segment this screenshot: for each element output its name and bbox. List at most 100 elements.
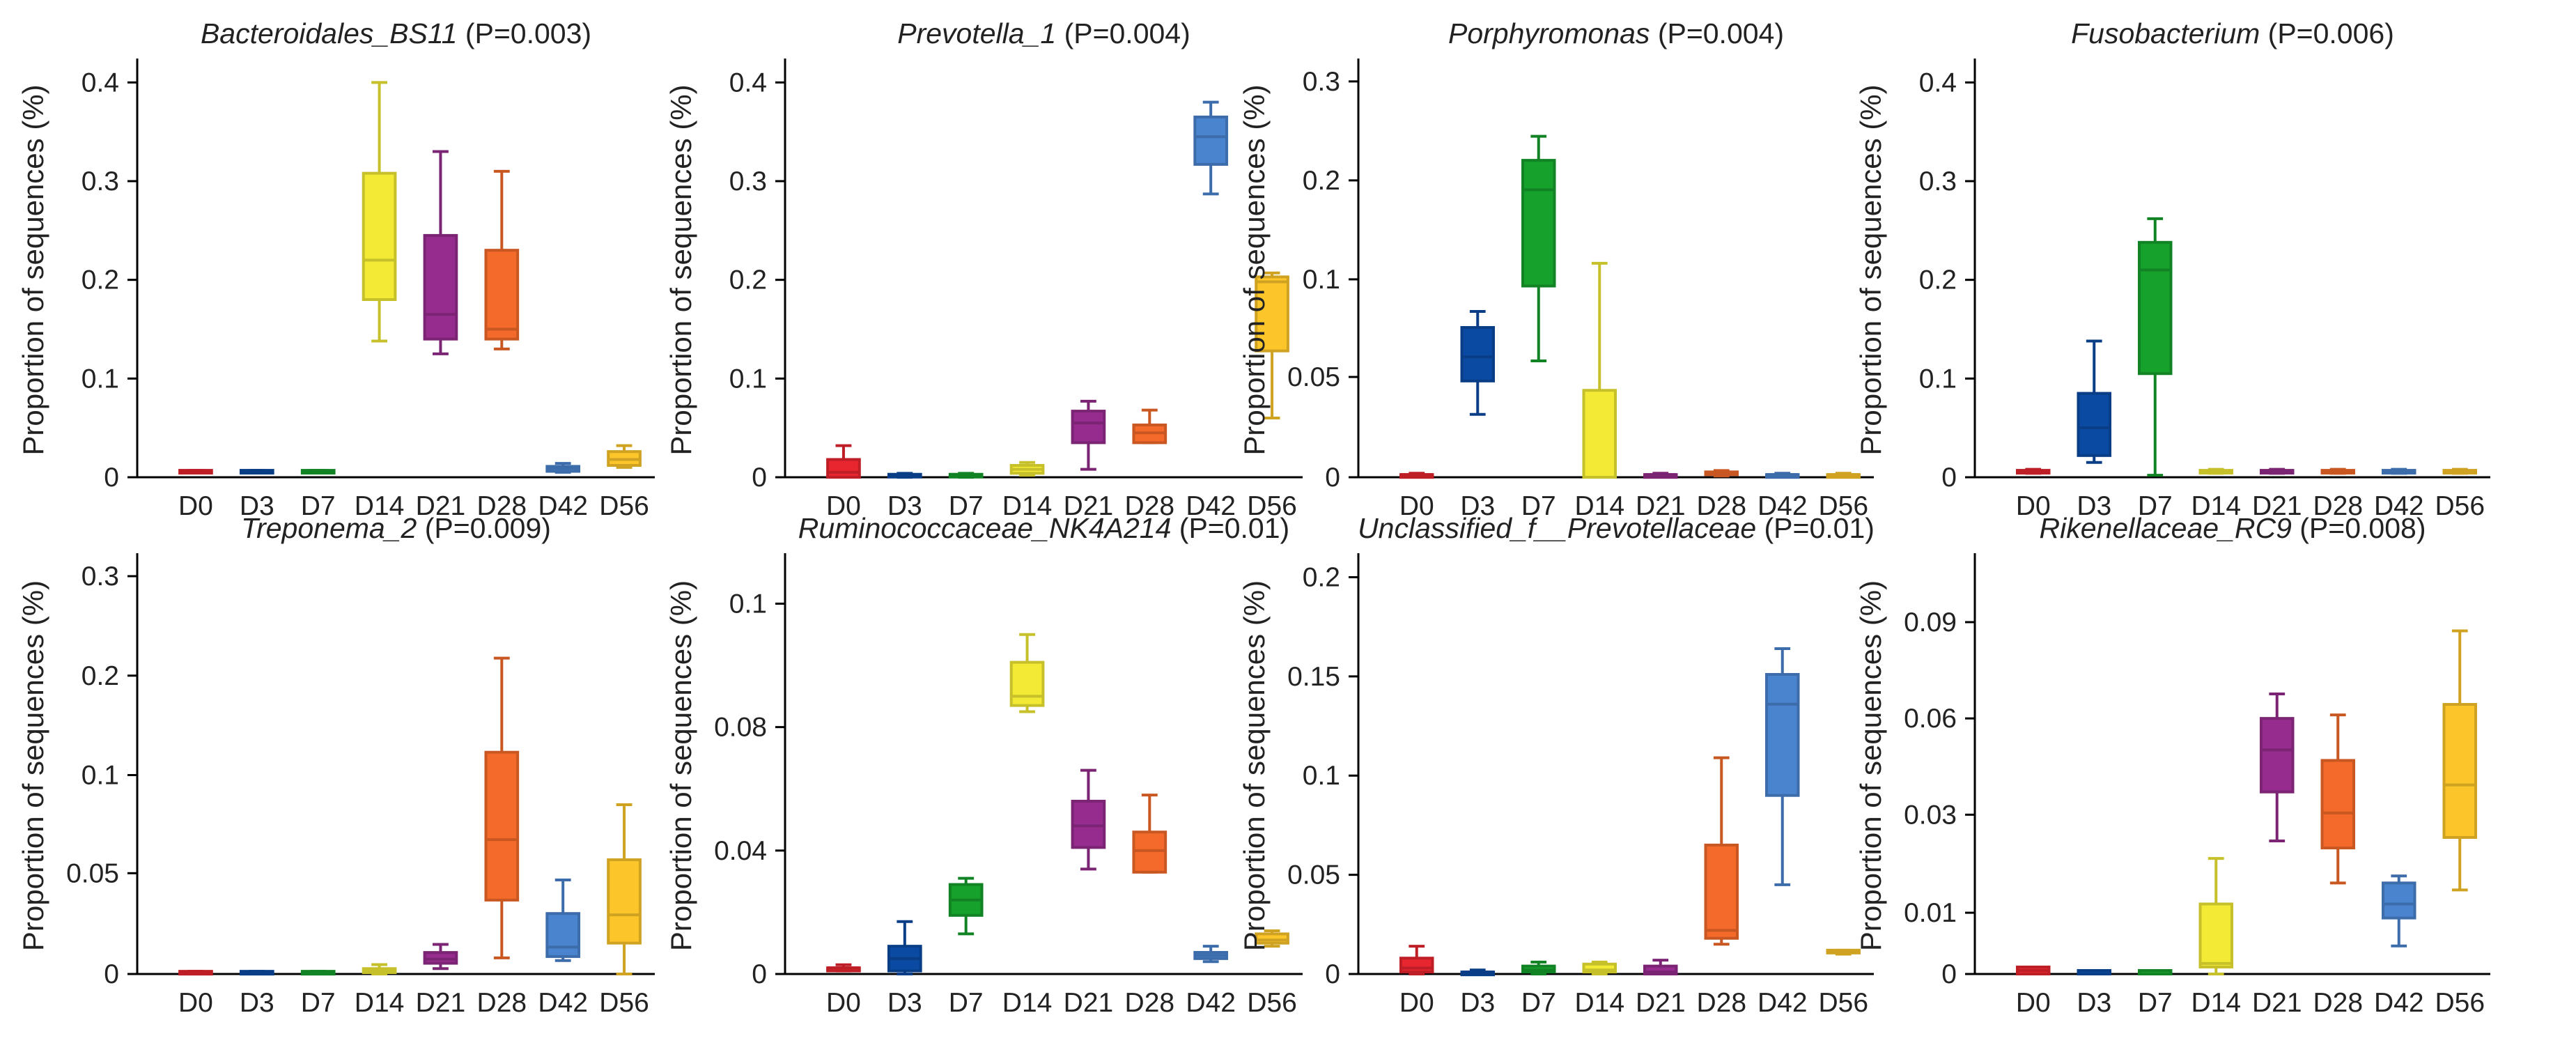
box-d28 <box>2320 467 2355 475</box>
x-tick-label: D0 <box>1399 491 1434 521</box>
y-tick-label: 0.03 <box>1904 800 1957 830</box>
y-axis-label: Proportion of sequences (%) <box>1854 84 1887 455</box>
y-tick-label: 0 <box>1941 463 1957 493</box>
x-tick-label: D7 <box>1521 988 1556 1018</box>
box-d28 <box>1704 756 1739 946</box>
x-tick-label: D28 <box>1696 988 1746 1018</box>
x-tick-label: D21 <box>416 491 466 521</box>
y-tick-label: 0.3 <box>82 562 119 592</box>
panel-title: Bacteroidales_BS11 (P=0.003) <box>201 17 591 49</box>
box-d7 <box>2138 968 2173 975</box>
panel-ruminococcaceae-nk4a214: Ruminococcaceae_NK4A214 (P=0.01) Proporti… <box>665 512 1303 1018</box>
box-d3 <box>239 469 274 475</box>
box-d7 <box>1521 134 1556 363</box>
box-d56 <box>2442 467 2477 475</box>
x-tick-label: D0 <box>2016 988 2051 1018</box>
box-d7 <box>948 472 984 479</box>
x-tick-label: D42 <box>538 491 588 521</box>
y-tick-label: 0.08 <box>714 713 767 743</box>
x-tick-label: D0 <box>1399 988 1434 1018</box>
box-body <box>1071 799 1106 849</box>
box-body <box>826 458 861 479</box>
y-tick-label: 0.1 <box>1303 761 1340 791</box>
x-tick-label: D3 <box>1460 988 1495 1018</box>
box-d28 <box>1704 469 1739 478</box>
panel-rikenellaceae-rc9: Rikenellaceae_RC9 (P=0.008) Proportion of… <box>1854 512 2490 1018</box>
box-body <box>1193 115 1229 166</box>
box-body <box>1132 830 1167 874</box>
x-tick-label: D42 <box>1758 988 1808 1018</box>
x-tick-label: D21 <box>1064 988 1114 1018</box>
box-body <box>1255 275 1289 353</box>
x-tick-label: D3 <box>887 491 922 521</box>
panel-title-p-value: (P=0.004) <box>1056 17 1190 49</box>
box-d3 <box>239 970 274 976</box>
panel-title-taxon: Prevotella_1 <box>897 17 1056 49</box>
x-tick-label: D56 <box>2435 491 2485 521</box>
panel-title: Fusobacterium (P=0.006) <box>2071 17 2394 49</box>
box-body <box>1582 389 1617 479</box>
box-body <box>2198 902 2233 968</box>
panel-title-taxon: Bacteroidales_BS11 <box>201 17 457 49</box>
x-tick-label: D56 <box>1818 988 1868 1018</box>
x-tick-label: D42 <box>2374 491 2424 521</box>
box-d42 <box>1193 100 1229 196</box>
panel-title: Rikenellaceae_RC9 (P=0.008) <box>2040 512 2426 544</box>
x-tick-label: D14 <box>355 988 405 1018</box>
y-tick-label: 0.1 <box>82 364 119 394</box>
box-body <box>2138 240 2173 376</box>
x-tick-label: D56 <box>1247 988 1297 1018</box>
x-tick-label: D3 <box>2077 491 2111 521</box>
panel-fusobacterium: Fusobacterium (P=0.006) Proportion of seq… <box>1854 17 2490 521</box>
y-tick-label: 0.05 <box>66 858 119 888</box>
panel-title-taxon: Porphyromonas <box>1448 17 1650 49</box>
x-tick-label: D7 <box>2138 491 2173 521</box>
x-tick-label: D28 <box>2313 988 2363 1018</box>
box-body <box>1521 159 1556 288</box>
box-d14 <box>1582 960 1617 975</box>
box-body <box>1765 673 1800 797</box>
box-body <box>1704 843 1739 940</box>
x-tick-label: D21 <box>1636 491 1686 521</box>
panel-title: Porphyromonas (P=0.004) <box>1448 17 1784 49</box>
y-axis-label: Proportion of sequences (%) <box>1238 580 1271 951</box>
box-d21 <box>1071 768 1106 871</box>
box-d7 <box>2138 217 2173 477</box>
y-tick-label: 0.1 <box>1919 364 1957 394</box>
y-tick-label: 0 <box>752 959 767 989</box>
box-d0 <box>1399 472 1434 479</box>
box-d21 <box>2260 692 2295 843</box>
y-tick-label: 0.4 <box>729 68 767 98</box>
box-d0 <box>178 970 213 976</box>
box-body <box>1009 660 1045 707</box>
y-tick-label: 0 <box>1325 959 1340 989</box>
panel-title-taxon: Ruminococcaceae_NK4A214 <box>798 512 1172 544</box>
box-body <box>2077 392 2111 457</box>
box-d42 <box>2382 874 2416 948</box>
box-d14 <box>1009 461 1045 477</box>
box-d7 <box>300 970 336 976</box>
x-tick-label: D3 <box>240 491 274 521</box>
box-d7 <box>300 469 336 475</box>
x-tick-label: D28 <box>1125 491 1175 521</box>
y-axis-label: Proportion of sequences (%) <box>1238 84 1271 455</box>
y-tick-label: 0.09 <box>1904 608 1957 637</box>
y-tick-label: 0.2 <box>1303 562 1340 592</box>
box-d0 <box>2016 467 2051 475</box>
box-body <box>1643 964 1678 975</box>
y-tick-label: 0.4 <box>82 68 119 98</box>
box-d3 <box>887 472 922 479</box>
y-tick-label: 0.15 <box>1287 662 1340 692</box>
box-d3 <box>887 920 922 975</box>
x-tick-label: D42 <box>1758 491 1808 521</box>
box-body <box>484 750 520 902</box>
box-d14 <box>1582 261 1617 479</box>
box-d14 <box>1009 633 1045 713</box>
box-d56 <box>1826 948 1861 956</box>
box-d3 <box>2077 968 2111 975</box>
box-d28 <box>484 656 520 959</box>
x-tick-label: D0 <box>178 988 213 1018</box>
box-d21 <box>1643 472 1678 479</box>
panel-title: Unclassified_f__Prevotellaceae (P=0.01) <box>1358 512 1875 544</box>
box-d42 <box>2382 467 2416 475</box>
